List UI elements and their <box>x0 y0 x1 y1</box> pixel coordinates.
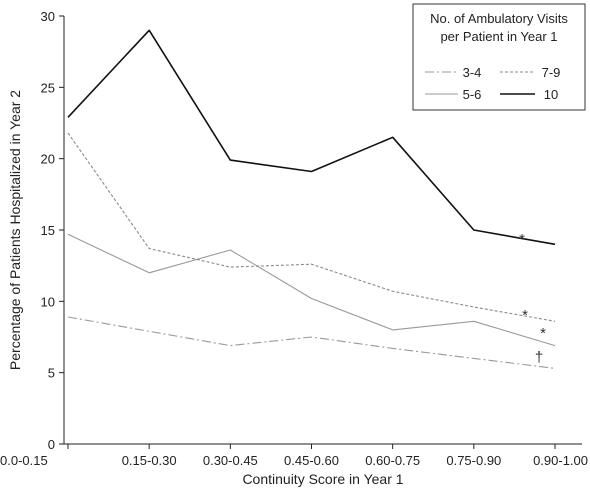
legend-title-line1: No. of Ambulatory Visits <box>430 11 568 26</box>
y-tick-label: 10 <box>41 294 55 309</box>
annotation-marker: * <box>522 307 528 324</box>
x-axis-title: Continuity Score in Year 1 <box>242 471 403 487</box>
x-tick-label: 0.60-0.75 <box>365 453 420 468</box>
legend-title-line2: per Patient in Year 1 <box>440 29 557 44</box>
y-tick-label: 30 <box>41 9 55 24</box>
x-tick-label: 0.45-0.60 <box>284 453 339 468</box>
x-tick-label: 0.0-0.15 <box>0 453 48 468</box>
y-tick-label: 20 <box>41 152 55 167</box>
x-tick-label: 0.30-0.45 <box>203 453 258 468</box>
annotation-marker: * <box>519 231 525 248</box>
series-line-5-6 <box>67 233 556 347</box>
y-tick-label: 0 <box>48 437 55 452</box>
series-line-3-4 <box>67 316 556 369</box>
annotations: * * * † <box>519 231 546 366</box>
legend-label-5-6: 5-6 <box>463 87 482 102</box>
series-line-7-9 <box>67 132 556 322</box>
legend-label-7-9: 7-9 <box>542 65 561 80</box>
series-lines <box>67 29 556 369</box>
legend-label-3-4: 3-4 <box>463 65 482 80</box>
series-line-10 <box>67 29 556 246</box>
x-tick-label: 0.90-1.00 <box>533 453 588 468</box>
y-tick-label: 15 <box>41 223 55 238</box>
y-ticks: 0 5 10 15 20 25 30 <box>41 9 64 452</box>
x-tick-label: 0.75-0.90 <box>446 453 501 468</box>
y-tick-label: 25 <box>41 80 55 95</box>
x-tick-label: 0.15-0.30 <box>122 453 177 468</box>
annotation-marker: † <box>535 349 543 366</box>
legend-label-10: 10 <box>544 87 558 102</box>
legend-box <box>412 3 586 111</box>
annotation-marker: * <box>540 325 546 342</box>
y-tick-label: 5 <box>48 366 55 381</box>
legend-items: 3-4 5-6 7-9 10 <box>425 65 560 102</box>
x-ticks: 0.0-0.15 0.15-0.30 0.30-0.45 0.45-0.60 0.60-… <box>0 444 588 468</box>
legend: No. of Ambulatory Visits per Patient in … <box>412 3 586 111</box>
y-axis-title: Percentage of Patients Hospitalized in Y… <box>7 90 23 370</box>
